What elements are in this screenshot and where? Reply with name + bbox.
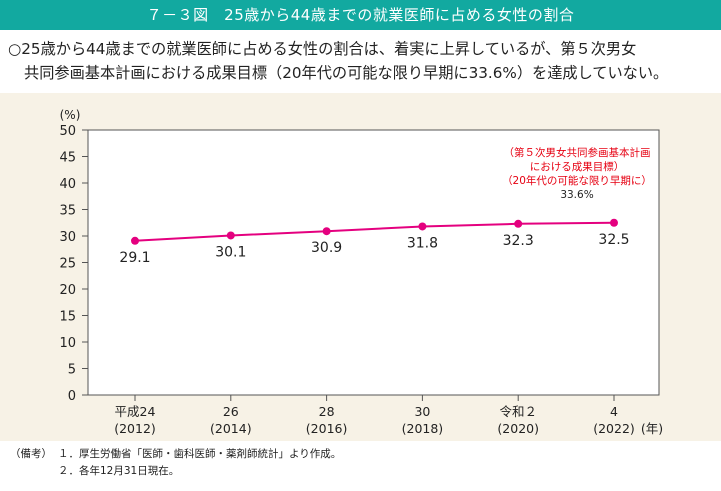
data-point [418,222,427,231]
x-axis-unit: (年) [641,421,663,436]
data-point [131,236,139,245]
y-tick-label: 15 [59,310,76,325]
x-tick-label: 28 [319,404,335,419]
data-label: 31.8 [407,235,438,251]
y-tick-label: 0 [68,389,76,404]
y-tick-label: 35 [59,204,76,219]
note-row-1: （備考） １．厚生労働省「医師・歯科医師・薬剤師統計」より作成。 [10,446,341,463]
x-tick-label: 令和２ [499,404,537,419]
x-tick-label-year: (2022) [593,421,635,436]
note-item-1: １．厚生労働省「医師・歯科医師・薬剤師統計」より作成。 [58,448,342,460]
summary-line-1: ○25歳から44歳までの就業医師に占める女性の割合は、着実に上昇しているが、第５… [8,40,637,58]
y-tick-label: 20 [59,283,76,298]
summary-line-2: 共同参画基本計画における成果目標（20年代の可能な限り早期に33.6%）を達成し… [24,64,669,82]
series-line [134,221,615,242]
x-tick-label: 平成24 [115,404,156,419]
data-label: 32.3 [503,233,534,249]
y-tick-label: 45 [59,151,76,166]
data-point [610,218,618,227]
x-tick-label-year: (2014) [210,421,252,436]
note-item-2: ２．各年12月31日現在。 [58,465,180,477]
target-annotation-line: （第５次男女共同参画基本計画 [504,146,651,159]
x-tick-label-year: (2016) [306,421,348,436]
y-axis-unit: (%) [60,108,81,122]
data-label: 29.1 [119,250,150,266]
x-tick-label: 26 [223,404,239,419]
target-annotation-line: における成果目標） [530,160,625,173]
data-point [514,219,523,228]
figure-title: ７－３図 25歳から44歳までの就業医師に占める女性の割合 [0,0,721,30]
x-tick-label-year: (2018) [402,421,444,436]
x-tick-label-year: (2012) [114,421,156,436]
data-point [322,227,331,236]
x-tick-label: 30 [414,404,430,419]
target-value: 33.6% [560,189,593,201]
note-row-2: ２．各年12月31日現在。 [10,463,341,480]
x-tick-label: 4 [610,404,618,419]
y-tick-label: 30 [59,230,76,245]
y-tick-label: 25 [59,257,76,272]
summary-text: ○25歳から44歳までの就業医師に占める女性の割合は、着実に上昇しているが、第５… [0,30,721,88]
plot-area [87,129,660,396]
data-label: 30.9 [311,240,342,256]
y-tick-label: 5 [68,363,76,378]
y-tick-label: 50 [59,124,76,139]
data-point [226,231,235,240]
y-tick-label: 40 [59,177,76,192]
line-chart: 0 5 10 15 20 25 30 35 40 45 50 (%) 平成24 (2012) 26 (2014… [59,108,663,436]
target-annotation-line: （20年代の可能な限り早期に） [502,174,652,187]
notes-label: （備考） [10,448,52,460]
notes: （備考） １．厚生労働省「医師・歯科医師・薬剤師統計」より作成。 ２．各年12月3… [10,446,341,480]
data-label: 32.5 [598,232,629,248]
data-label: 30.1 [215,244,246,260]
x-tick-label-year: (2020) [497,421,539,436]
y-tick-label: 10 [59,336,76,351]
